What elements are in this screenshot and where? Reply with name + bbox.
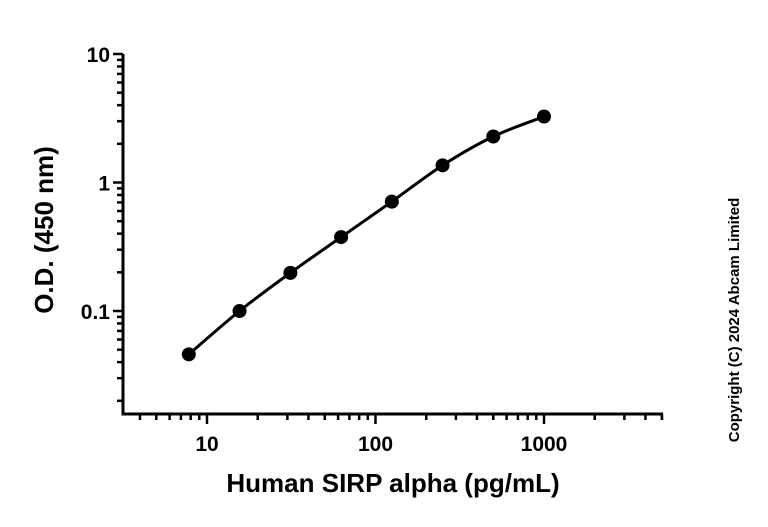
y-tick-label: 1 xyxy=(98,173,110,196)
y-tick-label: 10 xyxy=(87,44,110,67)
data-point-marker xyxy=(232,304,247,318)
x-tick-label: 10 xyxy=(195,433,218,456)
data-point-marker xyxy=(283,265,298,280)
axes: 10 100 1000 0.1 1 10 xyxy=(81,44,664,456)
x-tick-label: 1000 xyxy=(521,433,568,456)
data-point-marker xyxy=(435,158,450,173)
copyright-notice: Copyright (C) 2024 Abcam Limited xyxy=(726,198,743,442)
fit-curve xyxy=(187,115,545,356)
data-points xyxy=(181,109,551,362)
y-axis-title: O.D. (450 nm) xyxy=(29,146,59,314)
data-point-marker xyxy=(181,347,196,362)
data-point-marker xyxy=(334,230,349,245)
data-point-marker xyxy=(384,194,399,209)
y-tick-label: 0.1 xyxy=(81,301,111,324)
data-point-marker xyxy=(486,129,501,144)
x-tick-label: 100 xyxy=(358,433,393,456)
x-axis-title: Human SIRP alpha (pg/mL) xyxy=(226,468,559,498)
fit-line xyxy=(187,115,545,356)
data-point-marker xyxy=(537,109,551,124)
